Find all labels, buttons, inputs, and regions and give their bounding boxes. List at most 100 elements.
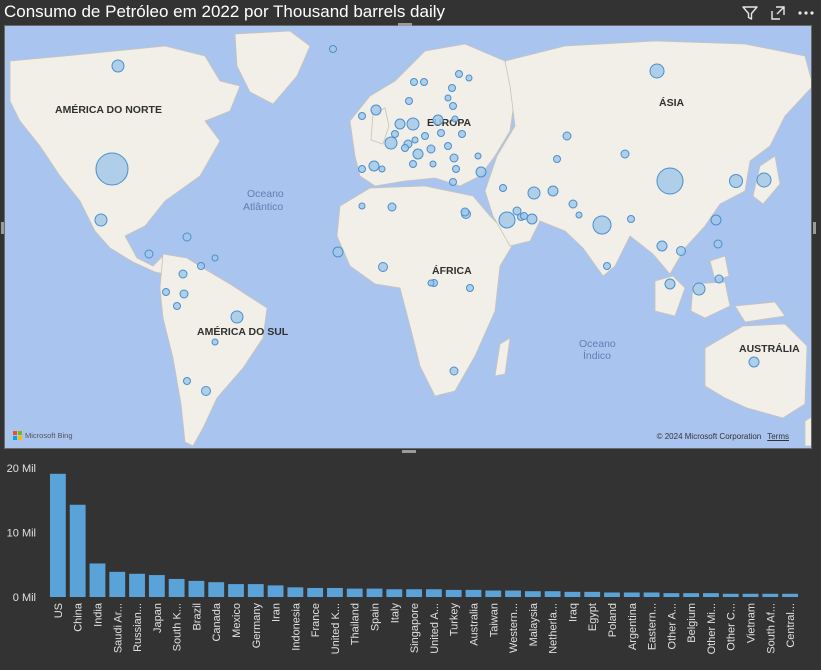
bar[interactable]	[505, 590, 521, 597]
map-bubble[interactable]	[449, 153, 459, 163]
map-bubble[interactable]	[474, 152, 482, 160]
map-bubble[interactable]	[94, 213, 108, 227]
map-bubble[interactable]	[197, 262, 205, 270]
map-bubble[interactable]	[547, 185, 559, 197]
focus-mode-icon[interactable]	[769, 4, 787, 22]
bar[interactable]	[406, 589, 423, 597]
resize-handle-top[interactable]	[398, 23, 412, 26]
map-bubble[interactable]	[475, 166, 487, 178]
bar[interactable]	[148, 575, 165, 597]
bar[interactable]	[327, 587, 343, 597]
terms-link[interactable]: Terms	[767, 432, 789, 441]
map-visual[interactable]: AMÉRICA DO NORTE EUROPA ÁSIA ÁFRICA AMÉR…	[4, 25, 812, 449]
map-bubble[interactable]	[173, 302, 181, 310]
map-bubble[interactable]	[230, 310, 244, 324]
bar[interactable]	[89, 563, 106, 597]
bar[interactable]	[425, 589, 442, 597]
bar[interactable]	[346, 588, 363, 597]
map-bubble[interactable]	[460, 207, 470, 217]
bar[interactable]	[782, 593, 799, 597]
map-bubble[interactable]	[178, 269, 188, 279]
bar[interactable]	[485, 590, 502, 597]
map-bubble[interactable]	[756, 172, 772, 188]
map-bubble[interactable]	[411, 136, 419, 144]
map-bubble[interactable]	[358, 112, 366, 120]
bar[interactable]	[604, 592, 620, 597]
map-bubble[interactable]	[498, 211, 516, 229]
map-bubble[interactable]	[368, 160, 380, 172]
map-bubble[interactable]	[748, 356, 760, 368]
filter-icon[interactable]	[741, 4, 759, 22]
bar[interactable]	[386, 589, 403, 597]
map-bubble[interactable]	[562, 131, 572, 141]
map-bubble[interactable]	[444, 94, 452, 102]
map-bubble[interactable]	[201, 386, 211, 396]
bar[interactable]	[307, 587, 324, 597]
map-bubble[interactable]	[710, 214, 722, 226]
map-bubble[interactable]	[603, 262, 611, 270]
bar[interactable]	[762, 593, 779, 597]
map-bubble[interactable]	[111, 59, 125, 73]
bar[interactable]	[544, 591, 561, 597]
bar[interactable]	[643, 592, 660, 597]
map-bubble[interactable]	[378, 262, 388, 272]
map-bubble[interactable]	[714, 274, 724, 284]
map-bubble[interactable]	[449, 178, 457, 186]
map-bubble[interactable]	[449, 102, 457, 110]
bar-chart[interactable]: 0 Mil 10 Mil 20 Mil US China India Saudi Ar...…	[0, 455, 821, 665]
resize-handle-bottom[interactable]	[402, 450, 416, 453]
map-bubble[interactable]	[451, 115, 459, 123]
map-bubble[interactable]	[512, 206, 522, 216]
map-bubble[interactable]	[429, 160, 437, 168]
map-bubble[interactable]	[458, 130, 466, 138]
map-bubble[interactable]	[179, 289, 189, 299]
map-bubble[interactable]	[649, 63, 665, 79]
map-bubble[interactable]	[409, 160, 417, 168]
map-bubble[interactable]	[329, 45, 337, 53]
map-bubble[interactable]	[421, 132, 429, 140]
bar[interactable]	[683, 593, 700, 597]
map-bubble[interactable]	[384, 136, 398, 150]
map-bubble[interactable]	[144, 249, 154, 259]
map-bubble[interactable]	[162, 288, 170, 296]
bubble-layer[interactable]	[94, 45, 772, 396]
map-bubble[interactable]	[444, 142, 452, 150]
bar[interactable]	[584, 591, 601, 597]
bar[interactable]	[69, 504, 86, 597]
map-bubble[interactable]	[466, 284, 474, 292]
more-options-icon[interactable]	[797, 4, 815, 22]
bar[interactable]	[742, 593, 759, 597]
map-bubble[interactable]	[455, 70, 463, 78]
map-bubble[interactable]	[405, 97, 413, 105]
map-bubble[interactable]	[656, 167, 684, 195]
map-bubble[interactable]	[437, 129, 445, 137]
map-bubble[interactable]	[183, 377, 191, 385]
map-bubble[interactable]	[553, 155, 561, 163]
map-bubble[interactable]	[426, 144, 436, 154]
bar[interactable]	[366, 588, 383, 597]
map-bubble[interactable]	[332, 246, 344, 258]
map-bubble[interactable]	[182, 232, 192, 242]
map-bubble[interactable]	[391, 130, 399, 138]
resize-handle-right[interactable]	[813, 222, 816, 234]
bar[interactable]	[247, 584, 264, 597]
map-bubble[interactable]	[412, 148, 424, 160]
map-bubble[interactable]	[211, 254, 219, 262]
map-bubble[interactable]	[387, 202, 397, 212]
map-bubble[interactable]	[401, 144, 409, 152]
map-bubble[interactable]	[692, 282, 706, 296]
bar[interactable]	[722, 593, 739, 597]
map-bubble[interactable]	[378, 165, 386, 173]
map-bubble[interactable]	[499, 184, 507, 192]
map-bubble[interactable]	[575, 211, 583, 219]
bar[interactable]	[287, 587, 304, 597]
resize-handle-left[interactable]	[1, 222, 4, 234]
bar[interactable]	[129, 573, 145, 597]
bar[interactable]	[623, 592, 640, 597]
map-bubble[interactable]	[664, 278, 676, 290]
map-bubble[interactable]	[452, 165, 460, 173]
map-bubble[interactable]	[729, 174, 743, 188]
map-bubble[interactable]	[95, 152, 129, 186]
bar[interactable]	[208, 582, 225, 597]
map-bubble[interactable]	[620, 149, 630, 159]
